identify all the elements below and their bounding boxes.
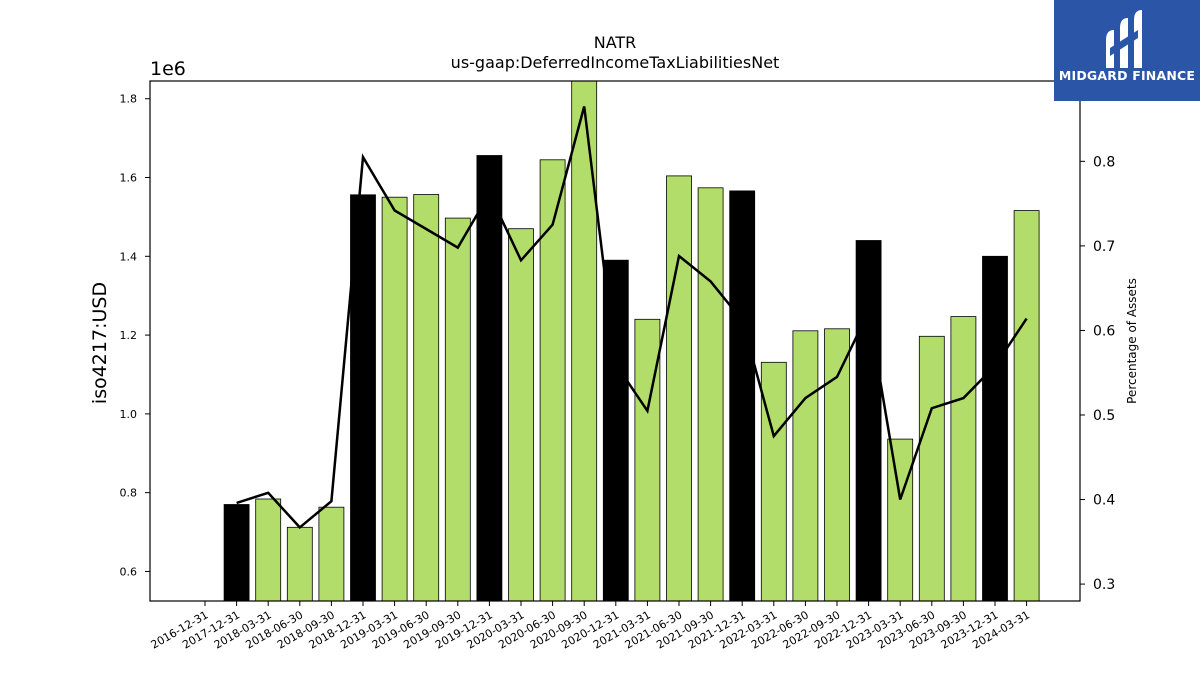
bar-2022-06-30 [792, 330, 819, 601]
midgard-logo-icon [1106, 10, 1142, 68]
y-tick-label: 1.4 [120, 250, 138, 263]
bar-2023-06-30 [918, 335, 945, 601]
bar-2022-12-31 [855, 240, 882, 601]
bar-2017-12-31 [223, 504, 250, 601]
bar-2021-06-30 [666, 175, 692, 601]
bars-group [223, 81, 1040, 601]
bar-2018-06-30 [286, 526, 313, 601]
bar-2018-03-31 [255, 498, 282, 601]
bar-2023-12-31 [982, 255, 1008, 601]
bar-2022-09-30 [824, 328, 850, 601]
bar-2023-09-30 [950, 316, 977, 601]
bar-2020-12-31 [602, 259, 629, 601]
bar-2020-03-31 [508, 228, 534, 601]
bar-2021-12-31 [729, 190, 756, 601]
logo-text: MIDGARD FINANCE [1058, 68, 1196, 83]
y2-tick-label: 0.3 [1093, 577, 1115, 593]
y2-tick-label: 0.4 [1093, 493, 1115, 509]
y-tick-label: 1.8 [120, 93, 138, 106]
plot-frame [149, 80, 1081, 602]
bar-2021-03-31 [634, 318, 661, 601]
y2-tick-label: 0.8 [1093, 154, 1115, 170]
y2-tick-label: 0.6 [1093, 323, 1115, 339]
y-axis-label: iso4217:USD [89, 282, 111, 404]
bar-2019-09-30 [444, 217, 471, 601]
bar-2018-12-31 [350, 194, 376, 601]
chart-title: NATR [594, 33, 637, 52]
y-tick-label: 0.8 [120, 487, 138, 500]
y2-tick-label: 0.7 [1093, 239, 1115, 255]
y-tick-label: 0.6 [120, 565, 138, 578]
bar-2018-09-30 [318, 506, 345, 601]
y-tick-label: 1.0 [120, 408, 138, 421]
bar-2023-03-31 [887, 438, 914, 601]
y2-axis-label: Percentage of Assets [1125, 278, 1139, 404]
chart-subtitle: us-gaap:DeferredIncomeTaxLiabilitiesNet [451, 53, 780, 72]
y-multiplier: 1e6 [150, 58, 186, 80]
brand-logo: MIDGARD FINANCE [1054, 0, 1200, 101]
bar-2021-09-30 [697, 187, 724, 601]
y-tick-label: 1.6 [120, 172, 138, 185]
y2-tick-label: 0.5 [1093, 408, 1115, 424]
percentage-line [236, 106, 1028, 530]
bar-2019-03-31 [381, 196, 408, 601]
bar-2019-12-31 [476, 155, 503, 601]
line-group [236, 106, 1028, 530]
bar-2019-06-30 [413, 194, 440, 601]
bar-2024-03-31 [1013, 210, 1040, 601]
bar-2020-09-30 [571, 81, 598, 601]
bar-2022-03-31 [760, 361, 787, 601]
y-tick-label: 1.2 [120, 329, 138, 342]
